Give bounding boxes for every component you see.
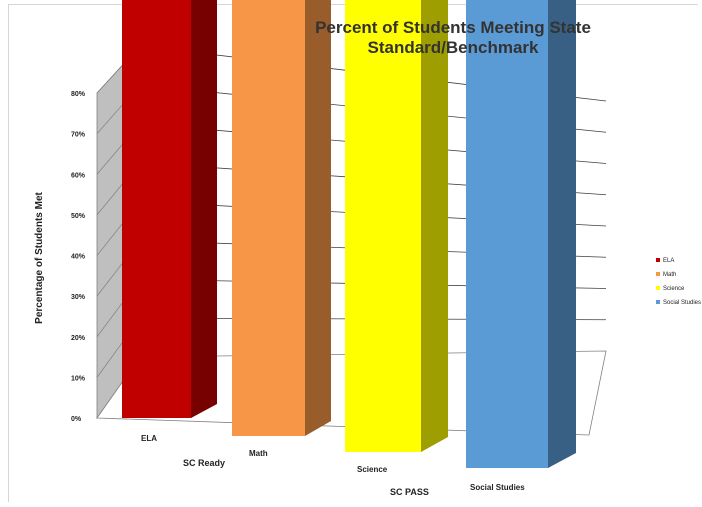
y-tick-label: 0% (71, 416, 82, 423)
legend-entry: Math (663, 272, 676, 278)
bar-front-face (232, 0, 305, 436)
y-tick-label: 10% (71, 375, 86, 382)
legend-swatch (656, 258, 660, 262)
y-tick-label: 20% (71, 335, 86, 342)
category-label: ELA (141, 434, 157, 443)
legend-entry: Science (663, 286, 685, 292)
legend: ELA Math Science Social Studies (656, 258, 701, 306)
y-tick-label: 50% (71, 213, 86, 220)
bar-front-face (466, 0, 548, 468)
category-label: Math (249, 449, 268, 458)
category-label: Social Studies (470, 483, 525, 492)
legend-swatch (656, 286, 660, 290)
labels: 0% 10% 20% 30% 40% 50% 60% 70% 80% ELA Math Science… (34, 18, 591, 497)
bar-side-face (191, 0, 217, 418)
legend-entry: Social Studies (663, 300, 701, 306)
bar-side-face (305, 0, 331, 436)
bars (122, 0, 576, 468)
chart-title-line: Standard/Benchmark (368, 38, 540, 57)
bar-math (232, 0, 331, 436)
legend-swatch (656, 300, 660, 304)
y-tick-label: 70% (71, 132, 86, 139)
legend-swatch (656, 272, 660, 276)
bar-ela (122, 0, 217, 418)
y-tick-label: 30% (71, 294, 86, 301)
y-tick-label: 60% (71, 172, 86, 179)
bar-side-face (548, 0, 576, 468)
y-axis-label: Percentage of Students Met (34, 191, 45, 323)
legend-entry: ELA (663, 258, 674, 264)
group-label: SC PASS (390, 487, 429, 497)
y-tick-label: 40% (71, 254, 86, 261)
bar-social-studies (466, 0, 576, 468)
bar-front-face (345, 0, 421, 452)
bar-front-face (122, 0, 191, 418)
bar-side-face (421, 0, 448, 452)
chart-title-line: Percent of Students Meeting State (315, 18, 591, 37)
y-tick-label: 80% (71, 91, 86, 98)
bar-science (345, 0, 448, 452)
group-label: SC Ready (183, 458, 225, 468)
category-label: Science (357, 465, 388, 474)
